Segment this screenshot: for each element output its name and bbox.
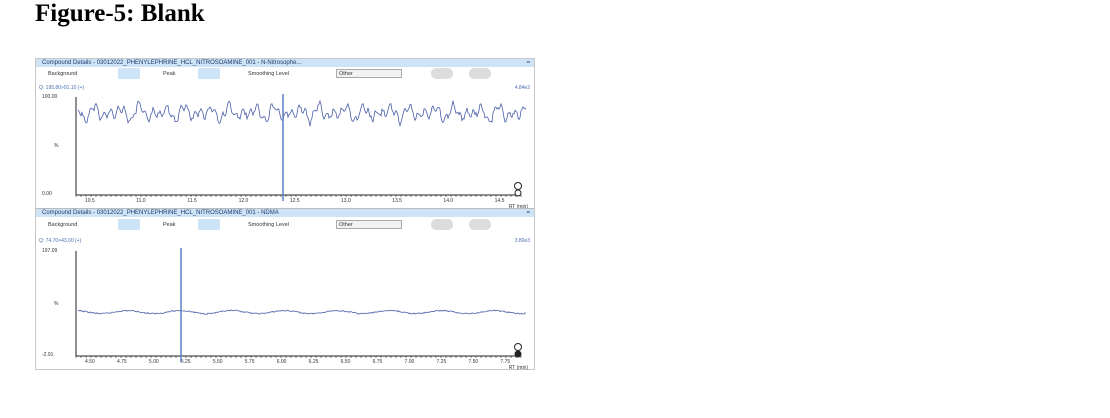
chromatogram-plot bbox=[75, 94, 527, 201]
x-tick-label: 5.25 bbox=[180, 359, 191, 365]
cancel-button[interactable] bbox=[431, 219, 453, 230]
smoothing-level-select[interactable]: Other bbox=[336, 69, 402, 78]
x-tick-label: 10.5 bbox=[85, 198, 95, 204]
x-tick-label: 6.75 bbox=[372, 359, 383, 365]
x-tick-label: 6.50 bbox=[340, 359, 351, 365]
x-tick-label: 6.00 bbox=[276, 359, 287, 365]
background-peak-icon-button[interactable] bbox=[118, 68, 140, 79]
x-tick-label: 13.5 bbox=[392, 198, 402, 204]
chromatogram-trace bbox=[77, 309, 527, 315]
zoom-out-icon[interactable] bbox=[514, 350, 522, 358]
panel-header-title: Compound Details - 03012022_PHENYLEPHRIN… bbox=[42, 60, 302, 66]
x-tick-label: 13.0 bbox=[341, 198, 351, 204]
peak-label: Peak bbox=[163, 71, 176, 77]
y-axis-top-label: 197.09 bbox=[42, 248, 58, 254]
accept-button[interactable] bbox=[469, 219, 491, 230]
zoom-in-icon[interactable] bbox=[514, 343, 522, 351]
zoom-out-icon[interactable] bbox=[514, 189, 522, 197]
chromatogram-plot bbox=[75, 248, 527, 362]
intensity-label: 3.80e3 bbox=[514, 238, 530, 244]
smoothing-level-label: Smoothing Level bbox=[248, 71, 289, 77]
zoom-in-icon[interactable] bbox=[514, 182, 522, 190]
chromatogram-screenshot: Compound Details - 03012022_PHENYLEPHRIN… bbox=[35, 58, 535, 371]
x-tick-label: 7.25 bbox=[436, 359, 447, 365]
y-axis-bottom-label: 0.00 bbox=[42, 191, 52, 197]
x-tick-label: 6.25 bbox=[308, 359, 319, 365]
x-axis-label: RT (min) bbox=[508, 204, 528, 210]
x-tick-label: 12.0 bbox=[238, 198, 249, 204]
x-tick-label: 7.00 bbox=[404, 359, 415, 365]
cancel-button[interactable] bbox=[431, 68, 453, 79]
x-axis-label: RT (min) bbox=[508, 365, 528, 371]
peak-label: Peak bbox=[163, 222, 176, 228]
x-tick-label: 11.5 bbox=[187, 198, 197, 204]
smoothing-level-label: Smoothing Level bbox=[248, 222, 289, 228]
collapse-icon[interactable]: = bbox=[526, 60, 530, 66]
x-tick-label: 12.5 bbox=[289, 198, 300, 204]
background-peak-icon-button[interactable] bbox=[118, 219, 140, 230]
transition-label: Q: 195.80>91.10 (+) bbox=[39, 85, 85, 91]
y-axis-top-label: 100.00 bbox=[42, 94, 58, 100]
compound-details-panel-top: Compound Details - 03012022_PHENYLEPHRIN… bbox=[36, 59, 534, 210]
x-tick-label: 14.0 bbox=[443, 198, 454, 204]
smoothing-level-select[interactable]: Other bbox=[336, 220, 402, 229]
y-axis-mid-label: % bbox=[54, 300, 59, 307]
toolbar: Background Peak Smoothing Level Other bbox=[36, 68, 534, 80]
x-tick-label: 7.75 bbox=[500, 359, 511, 365]
collapse-icon[interactable]: = bbox=[526, 210, 530, 216]
figure-title: Figure-5: Blank bbox=[35, 0, 205, 27]
x-tick-label: 5.75 bbox=[244, 359, 255, 365]
chromatogram-trace bbox=[77, 99, 527, 128]
y-axis-mid-label: % bbox=[54, 143, 59, 149]
x-tick-label: 11.0 bbox=[136, 198, 146, 204]
panel-header-title: Compound Details - 03012022_PHENYLEPHRIN… bbox=[42, 210, 279, 216]
x-tick-label: 5.00 bbox=[148, 359, 159, 365]
peak-icon-button[interactable] bbox=[198, 68, 220, 79]
peak-icon-button[interactable] bbox=[198, 219, 220, 230]
x-tick-label: 5.50 bbox=[212, 359, 223, 365]
toolbar: Background Peak Smoothing Level Other bbox=[36, 219, 534, 231]
y-axis-bottom-label: -2.91 bbox=[42, 352, 54, 358]
x-tick-label: 4.50 bbox=[85, 359, 95, 365]
x-tick-label: 7.50 bbox=[468, 359, 479, 365]
x-tick-label: 14.5 bbox=[494, 198, 505, 204]
panel-header[interactable]: Compound Details - 03012022_PHENYLEPHRIN… bbox=[36, 209, 534, 217]
accept-button[interactable] bbox=[469, 68, 491, 79]
transition-label: Q: 74.70>43.00 (+) bbox=[39, 238, 82, 244]
intensity-label: 4.84e2 bbox=[514, 85, 530, 91]
compound-details-panel-bottom: Compound Details - 03012022_PHENYLEPHRIN… bbox=[36, 208, 534, 371]
panel-header[interactable]: Compound Details - 03012022_PHENYLEPHRIN… bbox=[36, 59, 534, 67]
background-label: Background bbox=[48, 222, 78, 228]
background-label: Background bbox=[48, 71, 78, 77]
x-tick-label: 4.75 bbox=[116, 359, 127, 365]
